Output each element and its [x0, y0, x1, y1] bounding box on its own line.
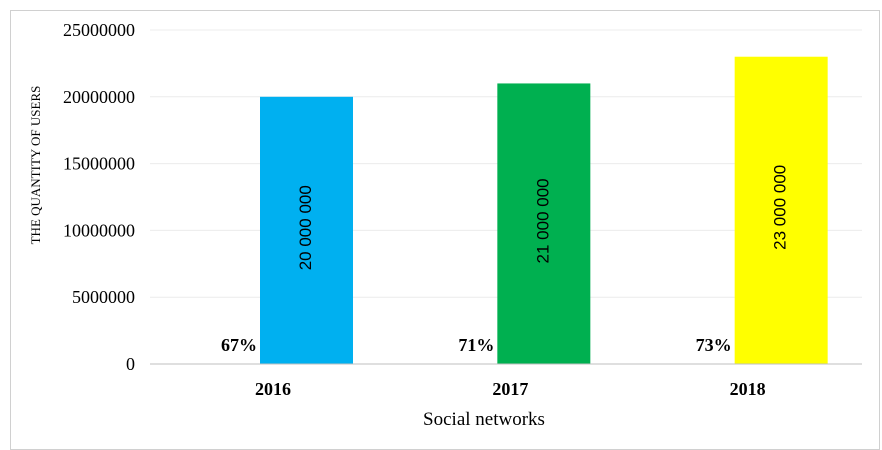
bar — [260, 96, 353, 365]
y-tick-label: 20000000 — [63, 87, 135, 107]
percent-label: 71% — [458, 335, 494, 355]
y-tick-label: 15000000 — [63, 154, 135, 174]
bar-chart: 0 5000000 10000000 15000000 20000000 25000000… — [28, 20, 862, 430]
x-axis-title: Social networks — [423, 409, 545, 430]
bars: 20 000 000 67% 21 000 000 71% 23 000 000 73% — [221, 56, 828, 365]
x-tick-label: 2018 — [730, 379, 766, 399]
bar-value-label: 23 000 000 — [771, 165, 790, 250]
x-tick-label: 2017 — [492, 379, 528, 399]
x-tick-label: 2016 — [255, 379, 291, 399]
bar — [734, 56, 828, 364]
bar — [497, 83, 591, 364]
y-tick-label: 10000000 — [63, 220, 135, 240]
y-tick-label: 0 — [126, 354, 135, 374]
bar-value-label: 20 000 000 — [296, 185, 315, 270]
x-axis-categories: 2016 2017 2018 — [255, 379, 766, 399]
percent-label: 67% — [221, 335, 257, 355]
bar-value-label: 21 000 000 — [533, 178, 552, 263]
y-tick-label: 5000000 — [72, 287, 135, 307]
y-tick-label: 25000000 — [63, 20, 135, 40]
y-axis-title: THE QUANTITY OF USERS — [28, 86, 43, 245]
percent-label: 73% — [696, 335, 732, 355]
y-axis-ticks: 0 5000000 10000000 15000000 20000000 25000000 — [63, 20, 135, 374]
